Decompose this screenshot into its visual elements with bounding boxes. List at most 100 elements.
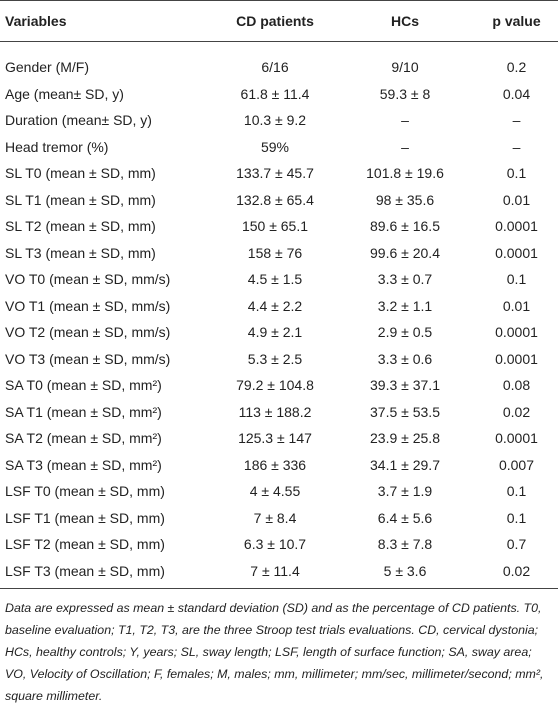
table-cell: 5.3 ± 2.5 [247,350,303,367]
table-cell: VO T0 (mean ± SD, mm/s) [5,271,171,288]
table-cell: 0.1 [506,271,527,288]
table-row: LSF T3 (mean ± SD, mm) 7 ± 11.4 5 ± 3.6 0.0… [0,557,558,589]
table-cell: 0.0001 [495,244,538,261]
table-body: Gender (M/F) 6/16 9/10 0.2 Age (mean± SD, y)… [0,42,558,589]
table-cell: 7 ± 11.4 [215,557,335,589]
table-row: SL T1 (mean ± SD, mm) 132.8 ± 65.4 98 ± 35… [0,187,558,214]
table-cell: 34.1 ± 29.7 [370,456,440,473]
table-row: LSF T2 (mean ± SD, mm) 6.3 ± 10.7 8.3 ± 7.… [0,531,558,558]
table-cell: 125.3 ± 147 [238,430,312,447]
table-cell: 89.6 ± 16.5 [370,218,440,235]
table-cell: 158 ± 76 [247,244,303,261]
table-row: VO T1 (mean ± SD, mm/s) 4.4 ± 2.2 3.2 ± 1.… [0,293,558,320]
table-cell: 113 ± 188.2 [238,403,312,420]
table-cell: 4 ± 4.55 [249,483,301,500]
header-row: Variables CD patients HCs p value [0,0,558,42]
table-cell: 9/10 [391,59,419,76]
table-cell: 0.0001 [495,324,538,341]
table-cell: 61.8 ± 11.4 [240,85,310,102]
table-cell: 4.5 ± 1.5 [247,271,303,288]
table-cell: 10.3 ± 9.2 [243,112,307,129]
table-cell: 4.4 ± 2.2 [247,297,303,314]
table-cell: 3.2 ± 1.1 [377,297,433,314]
table-row: Gender (M/F) 6/16 9/10 0.2 [0,42,558,81]
table-cell: SA T2 (mean ± SD, mm²) [5,430,162,447]
table-cell: 8.3 ± 7.8 [377,536,433,553]
table-row: VO T0 (mean ± SD, mm/s) 4.5 ± 1.5 3.3 ± 0.… [0,266,558,293]
table-cell: 0.1 [506,509,527,526]
table-row: Duration (mean± SD, y) 10.3 ± 9.2 – – [0,107,558,134]
table-cell: 4.9 ± 2.1 [247,324,303,341]
table-cell: 79.2 ± 104.8 [236,377,314,394]
table-cell: 2.9 ± 0.5 [377,324,433,341]
table-row: LSF T0 (mean ± SD, mm) 4 ± 4.55 3.7 ± 1.9 0… [0,478,558,505]
table-row: SL T0 (mean ± SD, mm) 133.7 ± 45.7 101.8 ±… [0,160,558,187]
table-cell: Duration (mean± SD, y) [5,112,152,129]
table-cell: 0.01 [502,191,531,208]
table-cell: VO T1 (mean ± SD, mm/s) [5,297,171,314]
table-cell: Head tremor (%) [5,138,109,155]
table-cell: 7 ± 8.4 [253,509,297,526]
header-cell: HCs [335,0,475,42]
table-row: SA T2 (mean ± SD, mm²) 125.3 ± 147 23.9 ± … [0,425,558,452]
table-cell: 0.08 [502,377,531,394]
table-row: SA T0 (mean ± SD, mm²) 79.2 ± 104.8 39.3 ±… [0,372,558,399]
table-cell: 3.3 ± 0.6 [377,350,433,367]
header-cell: Variables [0,0,215,42]
table-cell: 6/16 [261,59,289,76]
table-cell: SA T3 (mean ± SD, mm²) [5,456,162,473]
table-cell: 0.2 [506,59,527,76]
data-table: Variables CD patients HCs p value Gender (M… [0,0,558,589]
table-cell: Gender (M/F) [5,59,90,76]
table-cell: SL T1 (mean ± SD, mm) [5,191,156,208]
table-cell: SA T1 (mean ± SD, mm²) [5,403,162,420]
table-cell: SL T2 (mean ± SD, mm) [5,218,156,235]
table-cell: 6.3 ± 10.7 [243,536,307,553]
table-row: VO T3 (mean ± SD, mm/s) 5.3 ± 2.5 3.3 ± 0.… [0,346,558,373]
table-cell: 0.04 [502,85,531,102]
table-cell: 0.007 [498,456,535,473]
table-row: SL T3 (mean ± SD, mm) 158 ± 76 99.6 ± 20.4… [0,240,558,267]
table-cell: – [512,138,521,155]
table-row: VO T2 (mean ± SD, mm/s) 4.9 ± 2.1 2.9 ± 0.… [0,319,558,346]
table-note: Data are expressed as mean ± standard de… [5,601,544,703]
table-cell: 5 ± 3.6 [335,557,475,589]
table-cell: 101.8 ± 19.6 [366,165,444,182]
table-cell: LSF T0 (mean ± SD, mm) [5,483,165,500]
table-cell: 150 ± 65.1 [241,218,309,235]
table-cell: VO T2 (mean ± SD, mm/s) [5,324,171,341]
table-cell: 132.8 ± 65.4 [236,191,314,208]
table-cell: 6.4 ± 5.6 [377,509,433,526]
table-row: SA T1 (mean ± SD, mm²) 113 ± 188.2 37.5 ± … [0,399,558,426]
table-row: Age (mean± SD, y) 61.8 ± 11.4 59.3 ± 8 0.04 [0,81,558,108]
table-row: SL T2 (mean ± SD, mm) 150 ± 65.1 89.6 ± 16… [0,213,558,240]
header-cell: CD patients [215,0,335,42]
table-cell: LSF T2 (mean ± SD, mm) [5,536,165,553]
table-row: SA T3 (mean ± SD, mm²) 186 ± 336 34.1 ± 29… [0,452,558,479]
table-cell: 3.3 ± 0.7 [377,271,433,288]
table-cell: 3.7 ± 1.9 [377,483,433,500]
table-cell: 133.7 ± 45.7 [236,165,314,182]
table-cell: Age (mean± SD, y) [5,85,124,102]
table-cell: 0.1 [506,165,527,182]
table-cell: 0.0001 [495,218,538,235]
table-cell: 37.5 ± 53.5 [370,403,440,420]
table-cell: VO T3 (mean ± SD, mm/s) [5,350,171,367]
table-cell: 59.3 ± 8 [379,85,431,102]
header-cell: p value [475,0,558,42]
table-cell: 0.0001 [495,430,538,447]
table-cell: 99.6 ± 20.4 [370,244,440,261]
table-cell: – [401,112,409,129]
table-cell: 98 ± 35.6 [375,191,435,208]
table-cell: SL T0 (mean ± SD, mm) [5,165,156,182]
table-cell: LSF T3 (mean ± SD, mm) [0,557,215,589]
table-cell: SA T0 (mean ± SD, mm²) [5,377,162,394]
table-cell: – [512,112,521,129]
table-row: Head tremor (%) 59% – – [0,134,558,161]
table-cell: SL T3 (mean ± SD, mm) [5,244,156,261]
table-cell: 23.9 ± 25.8 [370,430,440,447]
table-cell: – [401,138,409,155]
table-cell: 59% [260,138,290,155]
table-cell: 39.3 ± 37.1 [370,377,440,394]
